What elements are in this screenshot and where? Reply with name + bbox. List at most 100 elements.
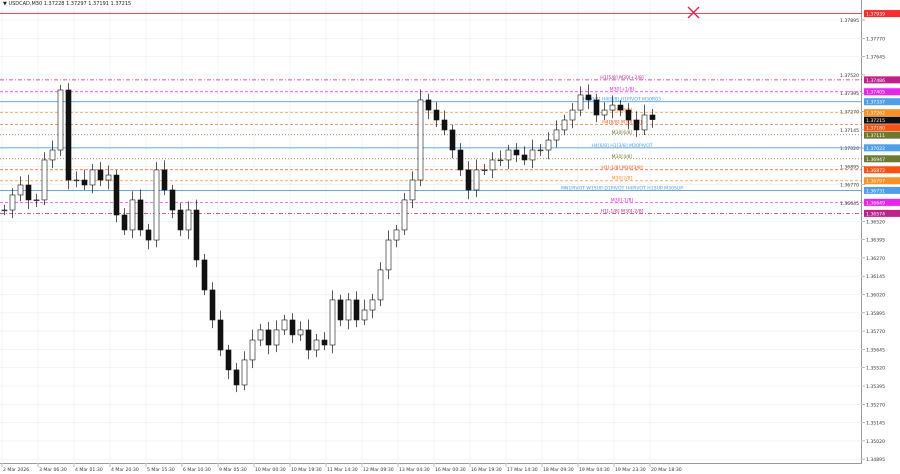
candle-body — [521, 154, 528, 161]
candle-body — [385, 239, 392, 271]
y-tick-label: 1.37395 — [840, 91, 859, 97]
candle-body — [377, 269, 384, 301]
x-tick-label: 10 Mar 00:30 — [255, 467, 286, 473]
x-mark-icon — [687, 6, 700, 19]
x-tick-label: 10 Mar 19:30 — [291, 467, 322, 473]
price-badge-text: 1.36574 — [866, 211, 885, 217]
candle-body — [177, 209, 184, 231]
price-badge-text: 1.37337 — [866, 100, 885, 106]
candle-body — [233, 369, 240, 386]
candle-body — [577, 94, 584, 111]
price-badge — [864, 116, 900, 124]
candle-body — [369, 299, 376, 311]
y-tick-label: 1.37145 — [840, 128, 859, 134]
price-badge — [864, 76, 900, 84]
candle-body — [609, 104, 616, 111]
candle-body — [289, 319, 296, 336]
symbol-header: ▼ USDCAD,M30 1.37228 1.37297 1.37191 1.3… — [3, 1, 131, 7]
candle-body — [649, 114, 656, 120]
candle-body — [17, 184, 24, 196]
candle-body — [105, 174, 112, 181]
candle-body — [529, 149, 536, 161]
x-tick-label: 17 Mar 14:30 — [507, 467, 538, 473]
candle-body — [473, 169, 480, 191]
level-label: M30[4/8] — [612, 154, 633, 160]
y-tick-label: 1.35770 — [866, 329, 885, 335]
candle-body — [281, 319, 288, 331]
candle-body — [641, 114, 648, 131]
candle-body — [209, 289, 216, 321]
y-tick-label: 1.37770 — [866, 36, 885, 42]
y-tick-label: 1.36770 — [840, 183, 859, 189]
candle-body — [1, 209, 8, 212]
candle-body — [409, 179, 416, 201]
candle-body — [201, 259, 208, 291]
price-badge — [864, 155, 900, 163]
candle-body — [417, 99, 424, 181]
level-label: H1[-1/8] M30[3/8] — [601, 165, 642, 171]
x-tick-label: 18 Mar 09:30 — [543, 467, 574, 473]
candle-body — [505, 149, 512, 161]
candle-body — [465, 169, 472, 191]
level-label: M30[6/8] — [612, 130, 633, 136]
candle-body — [617, 104, 624, 111]
price-badge — [864, 124, 900, 132]
candle-body — [513, 149, 520, 156]
candle-body — [433, 109, 440, 121]
y-tick-label: 1.36895 — [840, 164, 859, 170]
candle-body — [249, 339, 256, 361]
plot-area[interactable] — [0, 0, 862, 464]
price-badge — [864, 198, 900, 206]
candle-body — [145, 229, 152, 241]
price-badge-text: 1.37022 — [866, 146, 885, 152]
y-tick-label: 1.35645 — [866, 347, 885, 353]
price-badge-text: 1.37262 — [866, 111, 885, 117]
candle-body — [449, 129, 456, 151]
candle-body — [569, 109, 576, 121]
candle-body — [553, 129, 560, 141]
candle-body — [65, 89, 72, 181]
collapse-arrow-icon[interactable]: ▼ — [3, 1, 7, 7]
price-badge — [864, 10, 900, 18]
candle-body — [273, 329, 280, 346]
x-tick-label: 5 Mar 15:30 — [147, 467, 175, 473]
price-badge-text: 1.37180 — [866, 126, 885, 132]
level-label: M30[8/8] — [612, 108, 633, 114]
price-badge — [864, 209, 900, 217]
level-label: M30[+1/8] — [610, 87, 635, 93]
candle-body — [217, 319, 224, 351]
price-badge — [864, 177, 900, 185]
level-label: M30[2/8] — [612, 176, 633, 182]
price-badge-text: 1.36947 — [866, 157, 885, 163]
candle-body — [129, 199, 136, 231]
candle-body — [401, 199, 408, 231]
candle-body — [169, 189, 176, 211]
x-tick-label: 2 Mar 2026 — [3, 467, 29, 473]
price-badge — [864, 109, 900, 117]
y-tick-label: 1.36270 — [866, 256, 885, 262]
candle-body — [489, 159, 496, 171]
price-badge — [864, 144, 900, 152]
level-label: H1[-1/8] M30[-2/8] — [601, 208, 644, 214]
y-tick-label: 1.37270 — [840, 110, 859, 116]
candle-body — [321, 339, 328, 346]
x-tick-label: 4 Mar 01:30 — [75, 467, 103, 473]
y-tick-label: 1.36520 — [866, 219, 885, 225]
candle-body — [113, 174, 120, 216]
level-label: M30[-1/8] — [611, 197, 634, 203]
candle-body — [585, 94, 592, 101]
candle-body — [305, 329, 312, 351]
symbol-ohlc-text: USDCAD,M30 1.37228 1.37297 1.37191 1.372… — [8, 1, 132, 7]
price-badge-text: 1.36731 — [866, 188, 885, 194]
y-tick-label: 1.36395 — [866, 238, 885, 244]
candle-body — [41, 159, 48, 201]
candle-body — [49, 149, 56, 161]
candle-body — [601, 109, 608, 116]
candle-body — [537, 149, 544, 152]
y-tick-label: 1.36020 — [866, 293, 885, 299]
price-badge-text: 1.37939 — [866, 12, 885, 18]
candle-body — [361, 309, 368, 321]
candle-body — [257, 329, 264, 341]
candle-body — [161, 169, 168, 191]
